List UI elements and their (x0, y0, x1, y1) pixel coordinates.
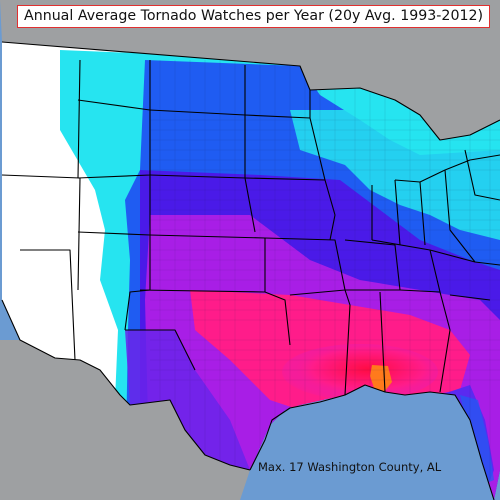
mexico-land (0, 340, 250, 500)
county-grid (150, 60, 500, 480)
max-annotation: Max. 17 Washington County, AL (258, 460, 442, 474)
map-title: Annual Average Tornado Watches per Year … (17, 5, 491, 28)
region-great-lakes (290, 110, 500, 240)
gulf-hotspot (282, 344, 438, 400)
canada-land (0, 0, 500, 140)
region-washington-county-al (370, 365, 392, 392)
state-borders (1, 41, 500, 500)
region-texas-south (125, 330, 250, 470)
